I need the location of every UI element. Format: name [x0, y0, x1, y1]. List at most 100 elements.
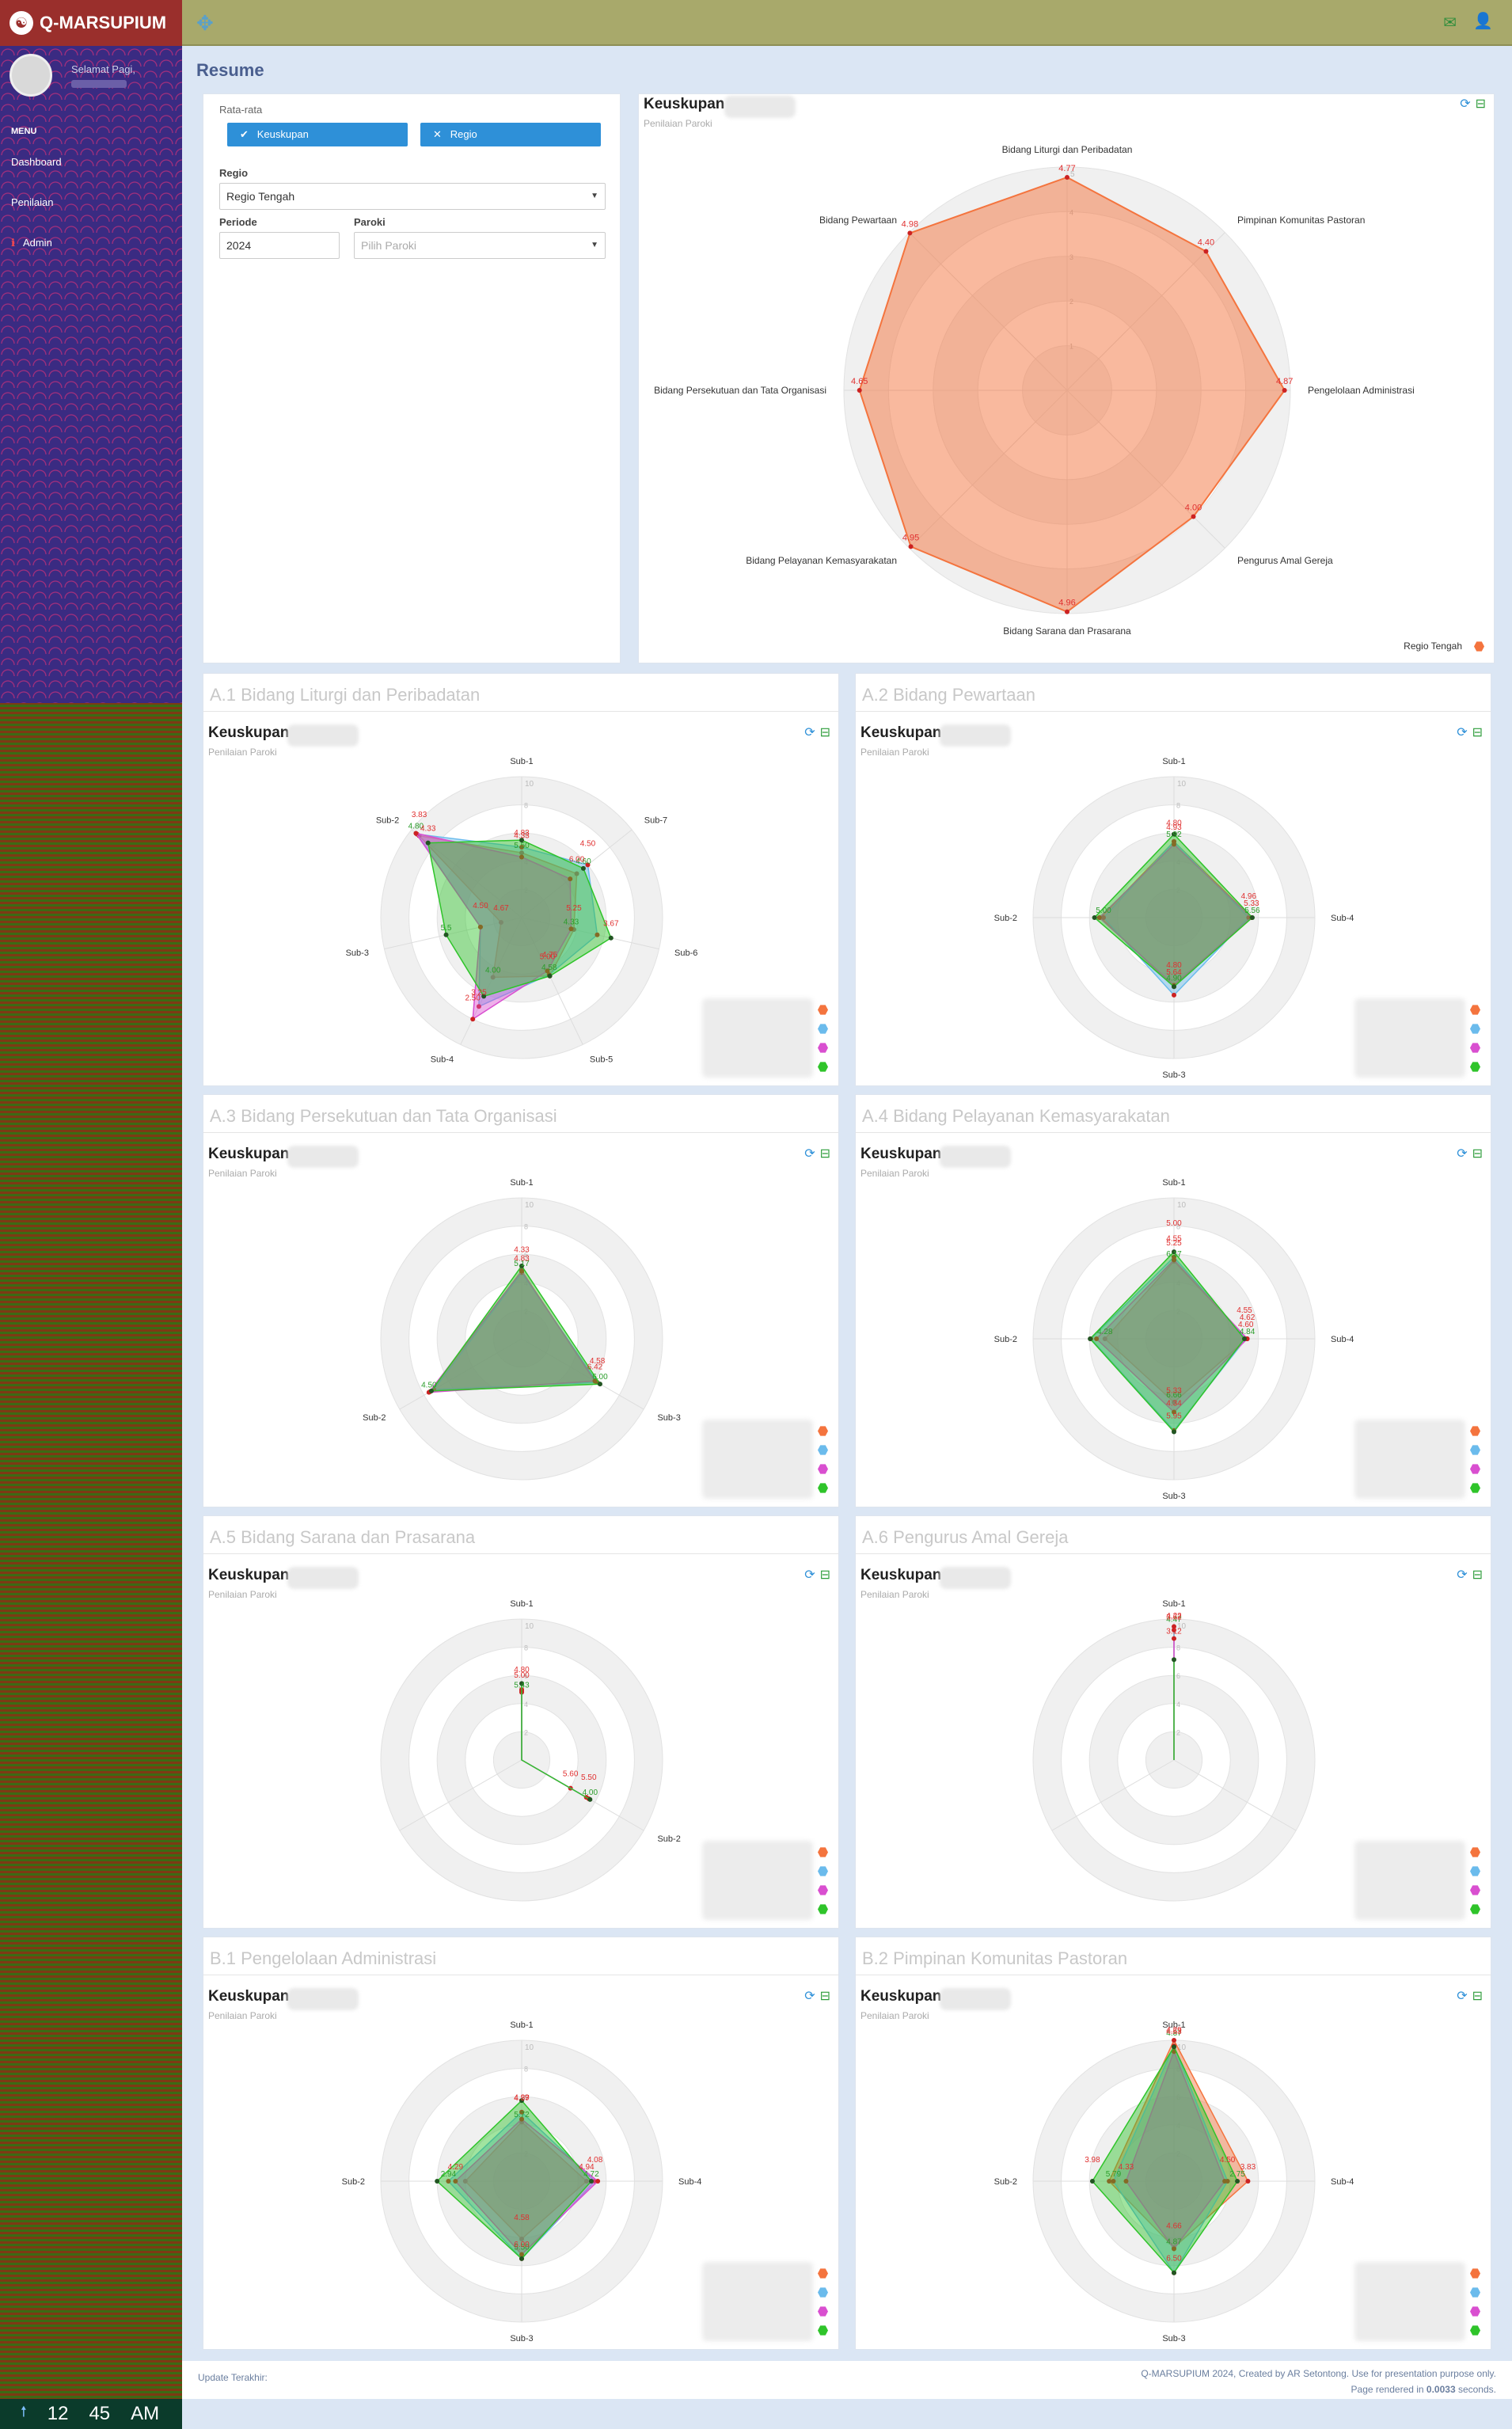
legend-marker[interactable] [818, 1445, 828, 1455]
legend-marker[interactable] [1470, 2306, 1480, 2317]
regio-select-value: Regio Tengah [226, 190, 295, 203]
data-point [519, 2109, 524, 2115]
save-icon[interactable]: ⊟ [819, 1147, 830, 1161]
data-point [1242, 1336, 1247, 1341]
save-icon[interactable]: ⊟ [1472, 1568, 1483, 1582]
value-label: 4.80 [514, 1666, 530, 1674]
refresh-icon[interactable]: ⟳ [1457, 1990, 1468, 2003]
legend-marker[interactable] [818, 2287, 828, 2298]
data-point [1235, 2179, 1240, 2184]
legend-marker[interactable] [818, 1024, 828, 1034]
mail-icon[interactable]: ✉ [1443, 14, 1457, 32]
refresh-icon[interactable]: ⟳ [804, 1568, 815, 1582]
legend-marker[interactable] [1470, 1062, 1480, 1072]
legend-marker[interactable] [1470, 1847, 1480, 1857]
legend-marker[interactable] [1470, 2287, 1480, 2298]
data-point [583, 2179, 589, 2184]
sidebar-item-dashboard[interactable]: Dashboard [11, 156, 62, 168]
value-label: 3.83 [412, 811, 427, 819]
legend-marker[interactable] [1470, 2268, 1480, 2279]
refresh-icon[interactable]: ⟳ [1457, 1147, 1468, 1161]
legend-marker[interactable] [1470, 1483, 1480, 1493]
data-point [462, 2179, 468, 2184]
save-icon[interactable]: ⊟ [1472, 1990, 1483, 2003]
legend-marker[interactable] [1470, 1445, 1480, 1455]
data-point [1172, 1409, 1176, 1415]
legend-marker[interactable] [1470, 2325, 1480, 2336]
refresh-icon[interactable]: ⟳ [1457, 1568, 1468, 1582]
refresh-icon[interactable]: ⟳ [1457, 726, 1468, 739]
legend-marker[interactable] [818, 2306, 828, 2317]
tick-label: 8 [1176, 2066, 1180, 2074]
regio-label: Regio [219, 167, 249, 179]
refresh-icon[interactable]: ⟳ [804, 1147, 815, 1161]
legend-marker[interactable] [818, 1464, 828, 1474]
chart-title: Keuskupan [644, 96, 725, 112]
legend-marker[interactable] [818, 1043, 828, 1053]
avatar [9, 54, 52, 97]
value-label: 5.50 [514, 2244, 530, 2252]
data-point [519, 1268, 524, 1274]
value-label: 5.25 [566, 904, 582, 913]
value-label: 6.00 [514, 2241, 530, 2249]
series-area [417, 834, 578, 979]
user-icon[interactable]: 👤 [1473, 13, 1493, 30]
legend-marker[interactable] [1470, 1885, 1480, 1895]
legend-marker[interactable] [818, 1005, 828, 1015]
value-label: 5.00 [1166, 1219, 1182, 1228]
legend-marker[interactable] [818, 1885, 828, 1895]
keuskupan-button[interactable]: ✔ Keuskupan [227, 123, 408, 146]
value-label: 5.92 [1166, 831, 1182, 839]
save-icon[interactable]: ⊟ [1472, 726, 1483, 739]
legend-marker[interactable] [818, 1062, 828, 1072]
category-label: Bidang Persekutuan dan Tata Organisasi [654, 385, 826, 396]
legend-regio-tengah[interactable]: Regio Tengah [1404, 641, 1462, 652]
legend-marker[interactable] [1470, 1904, 1480, 1914]
value-label: 4.60 [1238, 1321, 1254, 1329]
legend-marker[interactable] [818, 2268, 828, 2279]
legend-marker[interactable] [1470, 1464, 1480, 1474]
data-point [1094, 1336, 1100, 1341]
legend-marker[interactable] [1470, 1043, 1480, 1053]
sidebar-item-admin[interactable]: ℹ Admin [11, 237, 52, 249]
save-icon[interactable]: ⊟ [819, 726, 830, 739]
legend-marker[interactable] [818, 1847, 828, 1857]
tick-label: 2 [1176, 2150, 1180, 2157]
save-icon[interactable]: ⊟ [1475, 97, 1486, 111]
category-label: Sub-3 [1162, 1492, 1185, 1501]
refresh-icon[interactable]: ⟳ [804, 726, 815, 739]
regio-button[interactable]: ✕ Regio [420, 123, 601, 146]
value-label: 5.95 [1166, 1412, 1182, 1421]
value-label: 3.25 [471, 988, 487, 997]
legend-blurred [702, 998, 813, 1078]
save-icon[interactable]: ⊟ [819, 1568, 830, 1582]
legend-marker[interactable] [818, 2325, 828, 2336]
refresh-icon[interactable]: ⟳ [1460, 97, 1471, 111]
refresh-icon[interactable]: ⟳ [804, 1990, 815, 2003]
legend-marker[interactable] [1470, 1005, 1480, 1015]
value-label: 5.50 [581, 1773, 597, 1782]
legend-marker[interactable] [818, 1426, 828, 1436]
legend-marker[interactable] [1470, 1426, 1480, 1436]
legend-marker[interactable] [1470, 1024, 1480, 1034]
sidebar-item-penilaian[interactable]: Penilaian [11, 196, 54, 208]
legend-marker[interactable] [818, 1904, 828, 1914]
legend-marker[interactable] [818, 1866, 828, 1876]
periode-input[interactable]: 2024 [219, 232, 340, 259]
value-label: 4.50 [421, 1382, 437, 1390]
menu-header: MENU [11, 127, 37, 136]
brand[interactable]: ☯ Q-MARSUPIUM [0, 0, 182, 46]
category-label: Sub-1 [1162, 1178, 1185, 1188]
data-point [519, 838, 524, 843]
save-icon[interactable]: ⊟ [1472, 1147, 1483, 1161]
regio-select[interactable]: Regio Tengah ▼ [219, 183, 606, 210]
save-icon[interactable]: ⊟ [819, 1990, 830, 2003]
paroki-select[interactable]: Pilih Paroki ▼ [354, 232, 606, 259]
value-label: 4.87 [1166, 2029, 1182, 2038]
value-label: 4.55 [1237, 1306, 1252, 1315]
legend-marker[interactable] [818, 1483, 828, 1493]
tick-label: 2 [524, 1728, 528, 1736]
axis-line [521, 1338, 644, 1410]
move-icon[interactable]: ✥ [196, 11, 214, 35]
legend-marker[interactable] [1470, 1866, 1480, 1876]
